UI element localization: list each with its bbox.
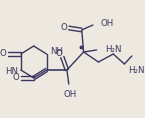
Text: OH: OH — [63, 90, 76, 99]
Text: O: O — [13, 74, 19, 82]
Text: O: O — [61, 23, 68, 32]
Text: NH: NH — [50, 46, 63, 55]
Text: H₂N: H₂N — [105, 44, 121, 53]
Text: O: O — [55, 48, 62, 57]
Text: O: O — [0, 49, 7, 59]
Text: HN: HN — [5, 67, 18, 76]
Text: OH: OH — [100, 19, 114, 29]
Text: H₂N: H₂N — [128, 66, 145, 75]
